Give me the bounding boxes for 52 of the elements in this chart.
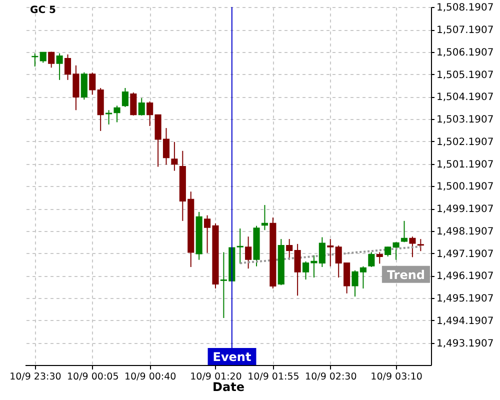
x-tick-label: 10/9 03:10: [370, 372, 422, 382]
candlestick: [171, 141, 178, 172]
y-tick-label: 1,507.1907: [436, 25, 494, 36]
candlestick: [294, 243, 301, 296]
y-tick-label: 1,498.1907: [436, 226, 494, 238]
y-tick-label: 1,499.1907: [436, 204, 494, 216]
candlestick: [114, 105, 120, 123]
x-axis-title: Date: [212, 380, 244, 394]
y-tick-label: 1,508.1907: [436, 2, 494, 14]
y-tick-label: 1,494.1907: [436, 316, 494, 327]
candlestick: [89, 72, 96, 96]
y-tick-label: 1,505.1907: [436, 70, 494, 81]
candlestick: [236, 228, 244, 264]
y-tick-label: 1,500.1907: [436, 182, 494, 193]
candlestick: [32, 52, 38, 68]
candlestick: [122, 88, 128, 108]
annotation: Event: [212, 350, 252, 364]
candlestick: [376, 252, 383, 264]
candlestick: [417, 238, 424, 252]
candlestick: [56, 52, 63, 80]
candlestick: [392, 242, 400, 260]
y-tick-label: 1,493.1907: [436, 338, 494, 350]
candlestick: [384, 246, 392, 257]
y-tick-label: 1,501.1907: [436, 159, 494, 170]
candlestick: [368, 252, 375, 268]
y-tick-label: 1,496.1907: [436, 271, 494, 282]
candlestick: [48, 51, 55, 68]
y-tick-label: 1,504.1907: [436, 92, 494, 104]
x-tick-label: 10/9 01:55: [248, 372, 300, 382]
y-tick-label: 1,497.1907: [436, 248, 494, 260]
chart-title: GC 5: [30, 5, 56, 16]
x-tick-label: 10/9 01:20: [190, 372, 242, 382]
candlestick: [261, 204, 268, 231]
y-tick-label: 1,495.1907: [436, 294, 494, 305]
x-tick-label: 10/9 02:30: [305, 372, 357, 382]
candlestick: [146, 100, 154, 127]
candlestick: [130, 92, 137, 116]
candlestick: [409, 236, 416, 258]
y-tick-label: 1,503.1907: [436, 114, 494, 126]
candlestick: [40, 52, 46, 64]
x-tick-label: 10/9 00:05: [67, 372, 119, 382]
candlestick: [327, 238, 334, 267]
series-label: Trend: [386, 268, 426, 282]
candlestick: [400, 220, 408, 243]
y-tick-label: 1,502.1907: [436, 136, 494, 148]
candlestick: [138, 98, 145, 116]
x-tick-label: 10/9 23:30: [10, 372, 62, 382]
y-tick-label: 1,506.1907: [436, 47, 494, 58]
x-tick-label: 10/9 00:40: [124, 372, 176, 382]
candlestick: [80, 72, 88, 100]
candlestick: [286, 238, 293, 260]
candlestick: [245, 236, 252, 270]
